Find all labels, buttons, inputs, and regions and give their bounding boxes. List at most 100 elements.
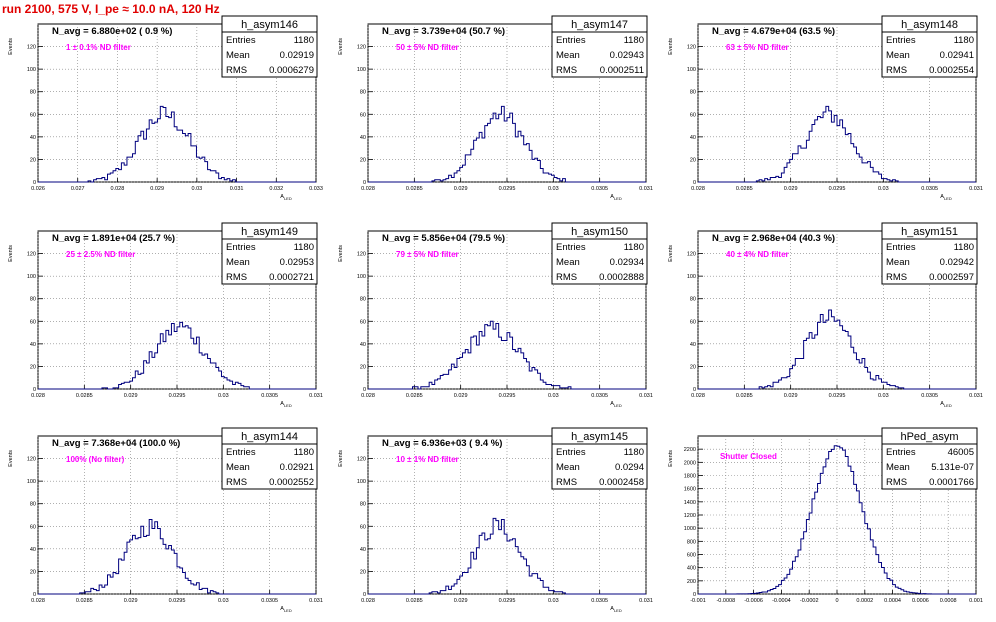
stats-key: Mean (226, 257, 250, 268)
stats-value: 0.02942 (940, 257, 974, 268)
y-tick-label: 0 (363, 592, 366, 598)
y-axis-label: Events (668, 450, 674, 467)
y-tick-label: 60 (360, 319, 366, 325)
y-tick-label: 0 (363, 180, 366, 186)
stats-value: 0.02921 (280, 462, 314, 473)
stats-value: 0.0001766 (929, 477, 974, 488)
x-tick-label: 0.03 (548, 186, 559, 192)
y-tick-label: 400 (687, 566, 696, 572)
x-tick-label: 0.0285 (736, 393, 753, 399)
y-tick-label: 600 (687, 553, 696, 559)
stats-value: 0.0002511 (600, 65, 644, 76)
stats-value: 1180 (624, 242, 644, 253)
x-tick-label: 0.028 (31, 598, 45, 604)
stats-value: 0.02934 (610, 257, 644, 268)
stats-key: Entries (556, 35, 586, 46)
stats-key: RMS (556, 477, 577, 488)
histogram-series (368, 517, 646, 595)
x-tick-label: 0 (835, 598, 838, 604)
y-tick-label: 0 (693, 180, 696, 186)
y-axis-label: Events (338, 38, 344, 55)
stats-key: Entries (886, 242, 916, 253)
y-tick-label: 40 (30, 135, 36, 141)
stats-value: 0.02919 (280, 50, 314, 61)
y-tick-label: 40 (360, 547, 366, 553)
navg-label: N_avg = 6.936e+03 ( 9.4 %) (382, 438, 502, 449)
y-tick-label: 100 (27, 67, 36, 73)
y-tick-label: 60 (360, 112, 366, 118)
y-tick-label: 0 (363, 387, 366, 393)
x-tick-label: 0.0305 (591, 186, 608, 192)
y-tick-label: 120 (687, 45, 696, 51)
x-tick-label: 0.0285 (406, 186, 423, 192)
y-tick-label: 0 (33, 180, 36, 186)
stats-key: Mean (886, 50, 910, 61)
stats-key: Mean (226, 462, 250, 473)
x-axis-label: ALED (280, 194, 292, 201)
stats-value: 1180 (954, 35, 974, 46)
x-tick-label: 0.03 (878, 393, 889, 399)
x-tick-label: 0.028 (111, 186, 125, 192)
histogram-series (368, 320, 646, 390)
x-tick-label: -0.0004 (772, 598, 791, 604)
x-tick-label: 0.031 (639, 186, 653, 192)
x-tick-label: 0.0285 (406, 393, 423, 399)
x-axis-label: ALED (940, 401, 952, 408)
y-tick-label: 80 (360, 502, 366, 508)
x-tick-label: 0.031 (969, 393, 983, 399)
y-tick-label: 20 (360, 157, 366, 163)
stats-value: 0.0002721 (269, 272, 314, 283)
x-tick-label: 0.0295 (829, 393, 846, 399)
y-tick-label: 60 (690, 319, 696, 325)
stats-value: 0.02943 (610, 50, 644, 61)
x-tick-label: 0.0002 (856, 598, 873, 604)
y-tick-label: 120 (27, 252, 36, 258)
x-tick-label: 0.031 (309, 598, 323, 604)
stats-key: Mean (226, 50, 250, 61)
stats-key: Entries (226, 35, 256, 46)
y-tick-label: 100 (27, 479, 36, 485)
y-axis-label: Events (338, 450, 344, 467)
y-axis-label: Events (338, 245, 344, 262)
x-axis-label: ALED (610, 401, 622, 408)
y-tick-label: 0 (33, 592, 36, 598)
stats-key: RMS (886, 65, 907, 76)
y-tick-label: 1200 (684, 513, 696, 519)
filter-annotation: 40 ± 4% ND filter (726, 250, 789, 259)
x-tick-label: 0.03 (191, 186, 202, 192)
y-tick-label: 40 (360, 135, 366, 141)
stats-key: Entries (886, 35, 916, 46)
x-tick-label: 0.03 (218, 393, 229, 399)
x-tick-label: 0.0006 (912, 598, 929, 604)
y-tick-label: 40 (690, 135, 696, 141)
stats-key: RMS (556, 272, 577, 283)
y-tick-label: 120 (687, 252, 696, 258)
x-tick-label: 0.029 (784, 186, 798, 192)
x-tick-label: 0.0295 (169, 393, 186, 399)
filter-annotation: Shutter Closed (720, 452, 777, 461)
histogram-series (698, 309, 976, 390)
stats-key: Mean (556, 50, 580, 61)
y-tick-label: 60 (30, 524, 36, 530)
stats-value: 0.02953 (280, 257, 314, 268)
x-tick-label: 0.028 (361, 393, 375, 399)
x-tick-label: 0.031 (969, 186, 983, 192)
y-tick-label: 0 (693, 387, 696, 393)
x-tick-label: 0.001 (969, 598, 983, 604)
histogram-series (38, 519, 316, 595)
x-tick-label: -0.0006 (744, 598, 763, 604)
y-tick-label: 20 (30, 364, 36, 370)
stats-title: h_asym144 (241, 431, 298, 443)
stats-value: 0.0002597 (929, 272, 974, 283)
x-tick-label: 0.0305 (591, 598, 608, 604)
y-tick-label: 120 (357, 457, 366, 463)
stats-value: 0.0006279 (269, 65, 314, 76)
stats-value: 0.0002458 (599, 477, 644, 488)
x-tick-label: 0.0285 (736, 186, 753, 192)
y-tick-label: 120 (357, 45, 366, 51)
x-tick-label: -0.001 (690, 598, 706, 604)
histogram-series (368, 105, 646, 183)
y-tick-label: 80 (690, 90, 696, 96)
x-tick-label: 0.031 (230, 186, 244, 192)
stats-title: hPed_asym (900, 431, 958, 443)
